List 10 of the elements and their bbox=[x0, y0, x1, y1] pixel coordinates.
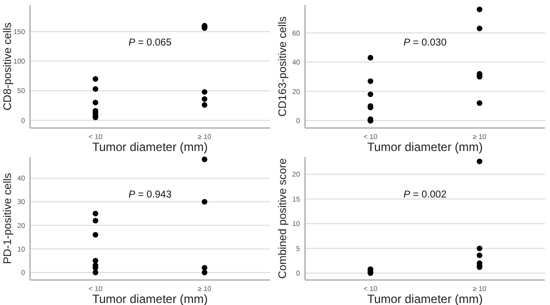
x-axis-title: Tumor diameter (mm) bbox=[92, 140, 208, 154]
y-axis-title: Combined positive score bbox=[277, 158, 289, 279]
annotation: P = 0.065 bbox=[128, 38, 172, 49]
x-axis-title: Tumor diameter (mm) bbox=[367, 140, 483, 154]
annotation: P = 0.002 bbox=[403, 190, 447, 201]
annotation: P = 0.943 bbox=[128, 190, 172, 201]
y-axis-title: CD163-positive cells bbox=[277, 16, 289, 117]
y-axis-title: PD-1-positive cells bbox=[2, 172, 14, 264]
y-axis-title: CD8-positive cells bbox=[2, 22, 14, 111]
annotation: P = 0.030 bbox=[403, 38, 447, 49]
